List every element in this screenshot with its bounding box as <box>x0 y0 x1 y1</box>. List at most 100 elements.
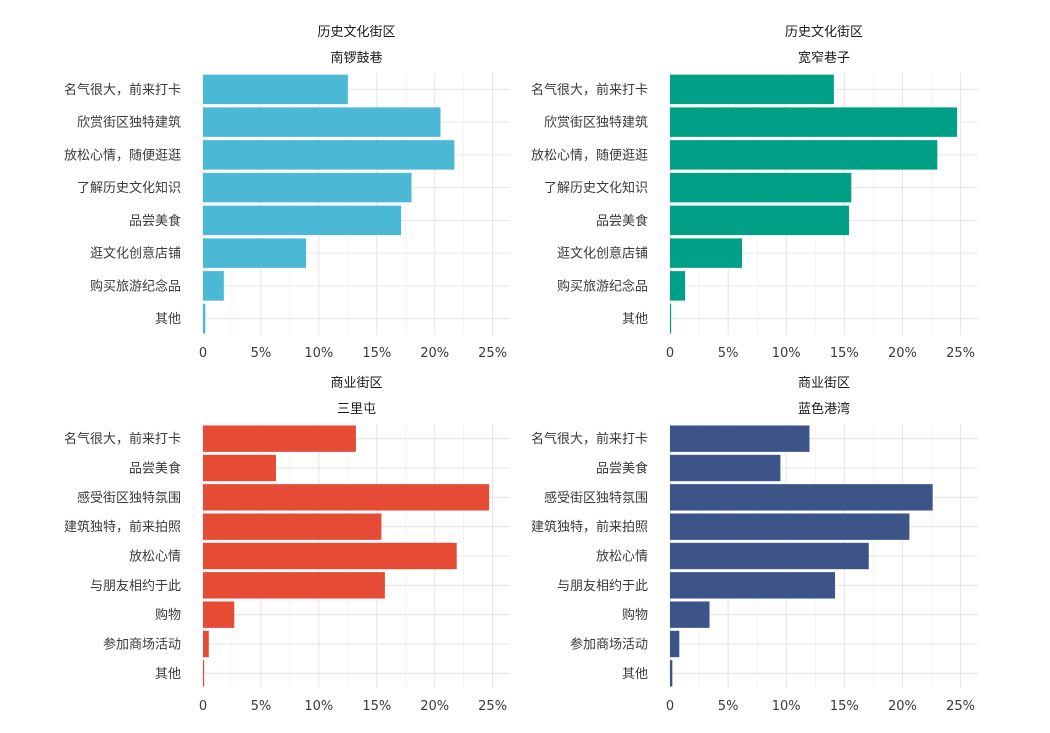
category-label: 其他 <box>155 312 181 327</box>
bars <box>670 425 933 687</box>
category-label: 购买旅游纪念品 <box>557 278 648 294</box>
bar <box>670 172 852 203</box>
x-tick-label: 25% <box>478 699 507 714</box>
bar <box>203 271 224 301</box>
x-tick-label: 5% <box>251 346 272 361</box>
x-tick-label: 5% <box>251 699 272 714</box>
x-tick-label: 0 <box>199 346 207 361</box>
x-tick-label: 15% <box>362 346 391 361</box>
bar <box>670 484 933 511</box>
category-labels: 名气很大，前来打卡品尝美食感受街区独特氛围建筑独特，前来拍照放松心情与朋友相约于… <box>531 431 648 682</box>
bar <box>203 513 382 540</box>
bar <box>203 542 457 570</box>
bar <box>670 74 834 105</box>
category-label: 与朋友相约于此 <box>90 578 181 594</box>
bar <box>670 660 673 687</box>
category-label: 其他 <box>622 312 648 327</box>
category-label: 参加商场活动 <box>570 637 648 653</box>
x-tick-label: 10% <box>304 346 333 361</box>
category-label: 逛文化创意店铺 <box>90 246 181 262</box>
bar <box>670 303 672 334</box>
category-label: 品尝美食 <box>596 213 648 229</box>
category-label: 与朋友相约于此 <box>557 578 648 594</box>
category-label: 放松心情，随便逛逛 <box>531 148 648 163</box>
x-tick-label: 15% <box>362 699 391 714</box>
x-tick-label: 5% <box>718 346 739 361</box>
x-tick-labels: 0 5% 10% 15% 20% 25% <box>666 346 975 361</box>
category-label: 感受街区独特氛围 <box>544 490 648 506</box>
bar <box>670 107 958 137</box>
bar <box>670 238 743 268</box>
category-label: 其他 <box>155 667 181 682</box>
category-label: 品尝美食 <box>129 461 181 477</box>
x-tick-labels: 0 5% 10% 15% 20% 25% <box>199 346 507 361</box>
x-tick-label: 15% <box>830 346 859 361</box>
x-tick-label: 20% <box>888 346 917 361</box>
bar <box>203 484 490 511</box>
x-tick-label: 10% <box>772 346 801 361</box>
category-label: 品尝美食 <box>596 461 648 477</box>
category-label: 名气很大，前来打卡 <box>64 431 181 447</box>
category-labels: 名气很大，前来打卡欣赏街区独特建筑放松心情，随便逛逛了解历史文化知识品尝美食逛文… <box>531 82 648 327</box>
bar <box>203 140 455 170</box>
category-label: 名气很大，前来打卡 <box>531 82 648 98</box>
bar <box>203 238 307 268</box>
bar <box>203 303 206 334</box>
bars <box>670 74 958 334</box>
bar <box>670 205 849 236</box>
category-label: 放松心情，随便逛逛 <box>64 148 181 163</box>
bar <box>670 140 938 170</box>
category-labels: 名气很大，前来打卡品尝美食感受街区独特氛围建筑独特，前来拍照放松心情与朋友相约于… <box>64 431 181 682</box>
chart-panel-3: 商业街区三里屯名气很大，前来打卡品尝美食感受街区独特氛围建筑独特，前来拍照放松心… <box>64 376 510 714</box>
category-label: 放松心情 <box>596 550 648 565</box>
x-tick-label: 10% <box>772 699 801 714</box>
bar <box>203 172 412 203</box>
x-tick-label: 15% <box>830 699 859 714</box>
bar <box>670 630 680 658</box>
category-label: 购买旅游纪念品 <box>90 278 181 294</box>
x-tick-label: 0 <box>666 699 674 714</box>
x-tick-label: 20% <box>420 346 449 361</box>
x-tick-labels: 0 5% 10% 15% 20% 25% <box>199 699 507 714</box>
category-label: 参加商场活动 <box>103 637 181 653</box>
category-label: 了解历史文化知识 <box>77 180 181 196</box>
x-tick-labels: 0 5% 10% 15% 20% 25% <box>666 699 975 714</box>
panel-subtitle: 三里屯 <box>337 402 376 417</box>
bar <box>670 513 910 540</box>
bar <box>670 601 710 628</box>
x-tick-label: 5% <box>718 699 739 714</box>
bar <box>203 630 209 658</box>
bar <box>203 425 356 452</box>
category-label: 感受街区独特氛围 <box>77 490 181 506</box>
category-label: 品尝美食 <box>129 213 181 229</box>
category-label: 建筑独特，前来拍照 <box>64 519 181 535</box>
bar <box>203 74 348 105</box>
bar <box>670 425 810 452</box>
panel-title: 商业街区 <box>798 376 850 391</box>
x-tick-label: 20% <box>888 699 917 714</box>
category-label: 了解历史文化知识 <box>544 180 648 196</box>
panel-title: 商业街区 <box>330 376 382 391</box>
panel-title: 历史文化街区 <box>317 25 395 40</box>
bar <box>203 601 235 628</box>
chart-panel-4: 商业街区蓝色港湾名气很大，前来打卡品尝美食感受街区独特氛围建筑独特，前来拍照放松… <box>531 376 978 714</box>
chart-panel-2: 历史文化街区宽窄巷子名气很大，前来打卡欣赏街区独特建筑放松心情，随便逛逛了解历史… <box>531 25 978 361</box>
panel-subtitle: 南锣鼓巷 <box>330 50 382 66</box>
category-label: 购物 <box>622 607 648 623</box>
bar <box>670 542 869 570</box>
chart-panel-1: 历史文化街区南锣鼓巷名气很大，前来打卡欣赏街区独特建筑放松心情，随便逛逛了解历史… <box>64 25 510 361</box>
category-label: 欣赏街区独特建筑 <box>544 115 648 131</box>
category-label: 其他 <box>622 667 648 682</box>
category-label: 放松心情 <box>129 550 181 565</box>
bars <box>203 74 455 334</box>
bar <box>203 205 402 236</box>
bar <box>203 454 276 482</box>
x-tick-label: 0 <box>666 346 674 361</box>
category-label: 逛文化创意店铺 <box>557 246 648 262</box>
bar <box>670 572 836 599</box>
bar <box>203 107 441 137</box>
x-tick-label: 0 <box>199 699 207 714</box>
x-tick-label: 25% <box>946 346 975 361</box>
category-label: 名气很大，前来打卡 <box>64 82 181 98</box>
bar <box>670 454 781 482</box>
